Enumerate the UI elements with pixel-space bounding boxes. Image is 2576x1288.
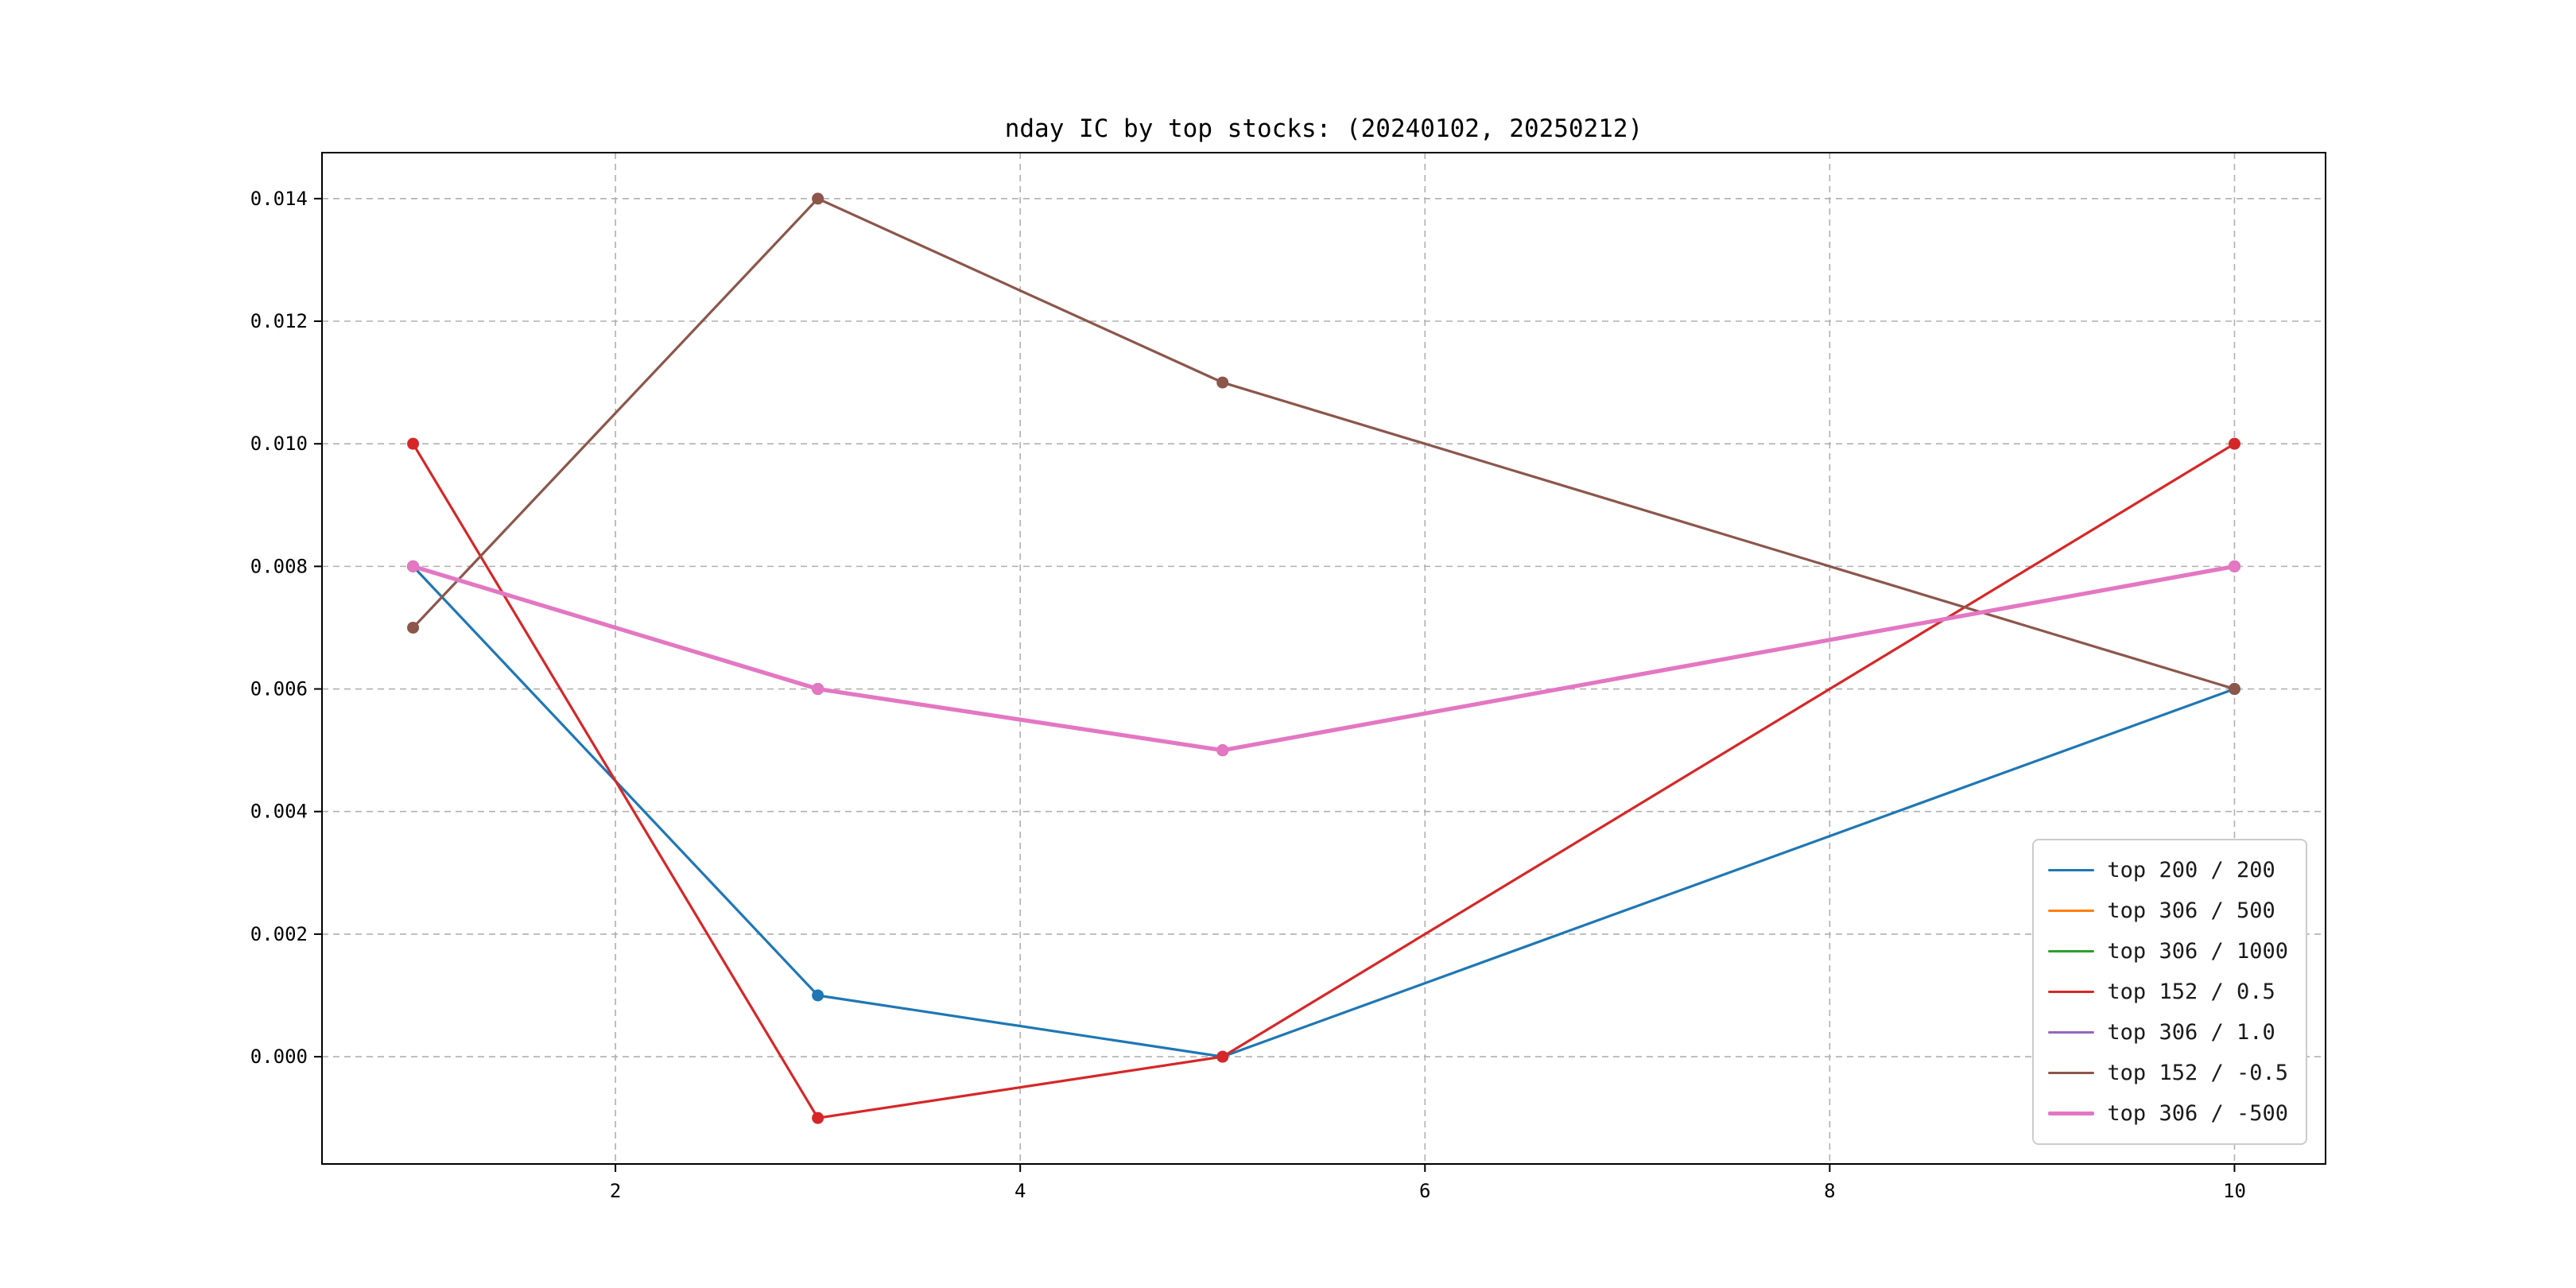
data-point-marker <box>2228 560 2240 572</box>
legend-line-sample <box>2048 949 2095 953</box>
legend-line-sample <box>2048 1111 2095 1116</box>
legend-line-sample <box>2048 1071 2095 1075</box>
y-tick-label: 0.006 <box>250 678 308 700</box>
data-point-marker <box>1216 744 1229 757</box>
legend-item: top 152 / 0.5 <box>2048 972 2288 1012</box>
legend-label: top 152 / 0.5 <box>2107 980 2275 1004</box>
y-tick-label: 0.002 <box>250 923 308 945</box>
legend-label: top 306 / 1000 <box>2107 939 2288 964</box>
data-point-marker <box>407 560 420 572</box>
series-line <box>411 564 2237 752</box>
data-point-marker <box>1216 376 1229 389</box>
series-line <box>410 564 2237 753</box>
data-point-marker <box>812 683 824 696</box>
x-tick-label: 2 <box>610 1180 621 1202</box>
legend-item: top 306 / 1.0 <box>2048 1012 2288 1053</box>
data-point-marker <box>812 192 824 205</box>
series-line <box>411 564 2237 752</box>
legend-line-sample <box>2048 868 2095 872</box>
legend-line-sample <box>2048 909 2095 913</box>
data-point-marker <box>2228 437 2240 450</box>
legend-line-sample <box>2048 1030 2095 1034</box>
y-tick-label: 0.008 <box>250 555 308 577</box>
legend-line-sample <box>2048 990 2095 994</box>
legend-label: top 306 / 500 <box>2107 898 2275 923</box>
legend-label: top 306 / -500 <box>2107 1101 2288 1126</box>
legend-item: top 152 / -0.5 <box>2048 1053 2288 1093</box>
legend-item: top 306 / -500 <box>2048 1093 2288 1134</box>
legend-item: top 200 / 200 <box>2048 850 2288 890</box>
data-point-marker <box>812 1111 824 1124</box>
y-tick-label: 0.014 <box>250 188 308 210</box>
data-point-marker <box>407 437 420 450</box>
series-line <box>411 564 2237 752</box>
x-tick-label: 10 <box>2223 1180 2246 1202</box>
x-tick-label: 6 <box>1419 1180 1430 1202</box>
x-tick-label: 8 <box>1824 1180 1835 1202</box>
y-tick-label: 0.010 <box>250 433 308 455</box>
data-point-marker <box>812 989 824 1002</box>
legend-box: top 200 / 200 top 306 / 500 top 306 / 1000… <box>2032 839 2307 1145</box>
x-tick-label: 4 <box>1014 1180 1026 1202</box>
series-line <box>411 197 2237 691</box>
y-tick-label: 0.012 <box>250 310 308 332</box>
y-tick-label: 0.004 <box>250 801 308 823</box>
chart-title: nday IC by top stocks: (20240102, 202502… <box>1004 114 1643 143</box>
legend-item: top 306 / 500 <box>2048 890 2288 931</box>
data-point-marker <box>407 621 420 634</box>
data-point-marker <box>2228 683 2240 696</box>
legend-label: top 152 / -0.5 <box>2107 1061 2288 1085</box>
y-tick-label: 0.000 <box>250 1046 308 1068</box>
axes-spine <box>321 152 2326 1165</box>
data-point-marker <box>1216 1050 1229 1063</box>
legend-item: top 306 / 1000 <box>2048 931 2288 972</box>
legend-label: top 306 / 1.0 <box>2107 1020 2275 1045</box>
legend-label: top 200 / 200 <box>2107 858 2275 883</box>
series-line <box>411 442 2237 1119</box>
